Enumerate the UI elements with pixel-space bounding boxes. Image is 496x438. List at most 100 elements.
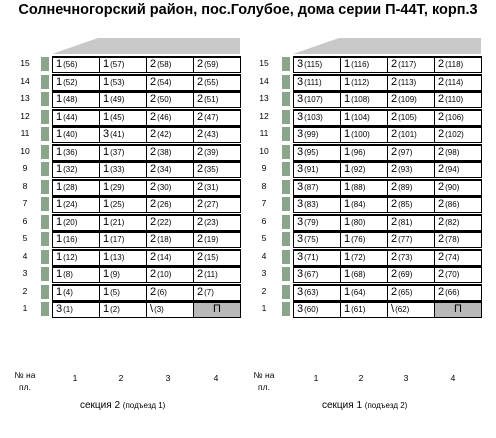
apartment-cell[interactable]: 3(60) <box>293 301 341 318</box>
apartment-cell[interactable]: 1(25) <box>99 196 147 213</box>
apartment-cell[interactable]: 1(33) <box>99 161 147 178</box>
apartment-cell[interactable]: 2(85) <box>387 196 435 213</box>
apartment-cell[interactable]: 1(49) <box>99 91 147 108</box>
apartment-cell[interactable]: 1(64) <box>340 283 388 301</box>
apartment-cell[interactable]: 1(48) <box>52 91 100 108</box>
apartment-cell[interactable]: 2(113) <box>387 73 435 91</box>
apartment-cell[interactable]: 1(29) <box>99 178 147 196</box>
apartment-cell[interactable]: 2(6) <box>146 283 194 301</box>
apartment-cell[interactable]: 2(14) <box>146 248 194 266</box>
apartment-cell[interactable]: 1(96) <box>340 143 388 161</box>
apartment-cell[interactable]: 2(39) <box>193 143 241 161</box>
apartment-cell[interactable]: 3(107) <box>293 91 341 108</box>
apartment-cell[interactable]: 2(42) <box>146 126 194 143</box>
apartment-cell[interactable]: 1(88) <box>340 178 388 196</box>
apartment-cell[interactable]: 1(20) <box>52 213 100 231</box>
apartment-cell[interactable]: 2(15) <box>193 248 241 266</box>
apartment-cell[interactable]: 2(7) <box>193 283 241 301</box>
apartment-cell[interactable]: 2(38) <box>146 143 194 161</box>
apartment-cell[interactable]: 2(27) <box>193 196 241 213</box>
apartment-cell[interactable]: 1(13) <box>99 248 147 266</box>
apartment-cell[interactable]: 2(70) <box>434 266 482 283</box>
apartment-cell[interactable]: 2(65) <box>387 283 435 301</box>
apartment-cell[interactable]: 1(80) <box>340 213 388 231</box>
apartment-cell[interactable]: 2(30) <box>146 178 194 196</box>
apartment-cell[interactable]: 2(35) <box>193 161 241 178</box>
apartment-cell[interactable]: 2(74) <box>434 248 482 266</box>
apartment-cell[interactable]: 1(84) <box>340 196 388 213</box>
apartment-cell[interactable]: 3(67) <box>293 266 341 283</box>
apartment-cell[interactable]: 1(17) <box>99 231 147 248</box>
apartment-cell[interactable]: 1(36) <box>52 143 100 161</box>
apartment-cell[interactable]: 2(118) <box>434 56 482 73</box>
apartment-cell[interactable]: 3(99) <box>293 126 341 143</box>
apartment-cell[interactable]: П <box>193 301 241 318</box>
apartment-cell[interactable]: 2(46) <box>146 108 194 126</box>
apartment-cell[interactable]: 3(79) <box>293 213 341 231</box>
apartment-cell[interactable]: 2(93) <box>387 161 435 178</box>
apartment-cell[interactable]: 2(117) <box>387 56 435 73</box>
apartment-cell[interactable]: 1(24) <box>52 196 100 213</box>
apartment-cell[interactable]: \(3) <box>146 301 194 318</box>
apartment-cell[interactable]: 2(51) <box>193 91 241 108</box>
apartment-cell[interactable]: 2(98) <box>434 143 482 161</box>
apartment-cell[interactable]: 3(75) <box>293 231 341 248</box>
apartment-cell[interactable]: 1(9) <box>99 266 147 283</box>
apartment-cell[interactable]: 1(5) <box>99 283 147 301</box>
apartment-cell[interactable]: 1(53) <box>99 73 147 91</box>
apartment-cell[interactable]: 2(43) <box>193 126 241 143</box>
apartment-cell[interactable]: 3(95) <box>293 143 341 161</box>
apartment-cell[interactable]: 3(41) <box>99 126 147 143</box>
apartment-cell[interactable]: 1(112) <box>340 73 388 91</box>
apartment-cell[interactable]: 2(82) <box>434 213 482 231</box>
apartment-cell[interactable]: 2(90) <box>434 178 482 196</box>
apartment-cell[interactable]: 1(61) <box>340 301 388 318</box>
apartment-cell[interactable]: 1(16) <box>52 231 100 248</box>
apartment-cell[interactable]: 2(22) <box>146 213 194 231</box>
apartment-cell[interactable]: 1(8) <box>52 266 100 283</box>
apartment-cell[interactable]: 2(81) <box>387 213 435 231</box>
apartment-cell[interactable]: 3(115) <box>293 56 341 73</box>
apartment-cell[interactable]: 2(26) <box>146 196 194 213</box>
apartment-cell[interactable]: 2(55) <box>193 73 241 91</box>
apartment-cell[interactable]: 1(92) <box>340 161 388 178</box>
apartment-cell[interactable]: 1(72) <box>340 248 388 266</box>
apartment-cell[interactable]: 1(44) <box>52 108 100 126</box>
apartment-cell[interactable]: 1(32) <box>52 161 100 178</box>
apartment-cell[interactable]: 2(10) <box>146 266 194 283</box>
apartment-cell[interactable]: 1(12) <box>52 248 100 266</box>
apartment-cell[interactable]: 2(109) <box>387 91 435 108</box>
apartment-cell[interactable]: 1(76) <box>340 231 388 248</box>
apartment-cell[interactable]: 1(28) <box>52 178 100 196</box>
apartment-cell[interactable]: 3(111) <box>293 73 341 91</box>
apartment-cell[interactable]: 2(47) <box>193 108 241 126</box>
apartment-cell[interactable]: 2(19) <box>193 231 241 248</box>
apartment-cell[interactable]: 1(108) <box>340 91 388 108</box>
apartment-cell[interactable]: 2(77) <box>387 231 435 248</box>
apartment-cell[interactable]: 1(21) <box>99 213 147 231</box>
apartment-cell[interactable]: \(62) <box>387 301 435 318</box>
apartment-cell[interactable]: 2(18) <box>146 231 194 248</box>
apartment-cell[interactable]: 3(63) <box>293 283 341 301</box>
apartment-cell[interactable]: 2(34) <box>146 161 194 178</box>
apartment-cell[interactable]: 1(52) <box>52 73 100 91</box>
apartment-cell[interactable]: 1(45) <box>99 108 147 126</box>
apartment-cell[interactable]: 2(58) <box>146 56 194 73</box>
apartment-cell[interactable]: 2(59) <box>193 56 241 73</box>
apartment-cell[interactable]: 2(106) <box>434 108 482 126</box>
apartment-cell[interactable]: 2(97) <box>387 143 435 161</box>
apartment-cell[interactable]: 1(68) <box>340 266 388 283</box>
apartment-cell[interactable]: 2(110) <box>434 91 482 108</box>
apartment-cell[interactable]: 1(116) <box>340 56 388 73</box>
apartment-cell[interactable]: 3(1) <box>52 301 100 318</box>
apartment-cell[interactable]: 2(31) <box>193 178 241 196</box>
apartment-cell[interactable]: 1(104) <box>340 108 388 126</box>
apartment-cell[interactable]: 2(94) <box>434 161 482 178</box>
apartment-cell[interactable]: 2(86) <box>434 196 482 213</box>
apartment-cell[interactable]: П <box>434 301 482 318</box>
apartment-cell[interactable]: 3(87) <box>293 178 341 196</box>
apartment-cell[interactable]: 2(69) <box>387 266 435 283</box>
apartment-cell[interactable]: 2(73) <box>387 248 435 266</box>
apartment-cell[interactable]: 1(4) <box>52 283 100 301</box>
apartment-cell[interactable]: 2(50) <box>146 91 194 108</box>
